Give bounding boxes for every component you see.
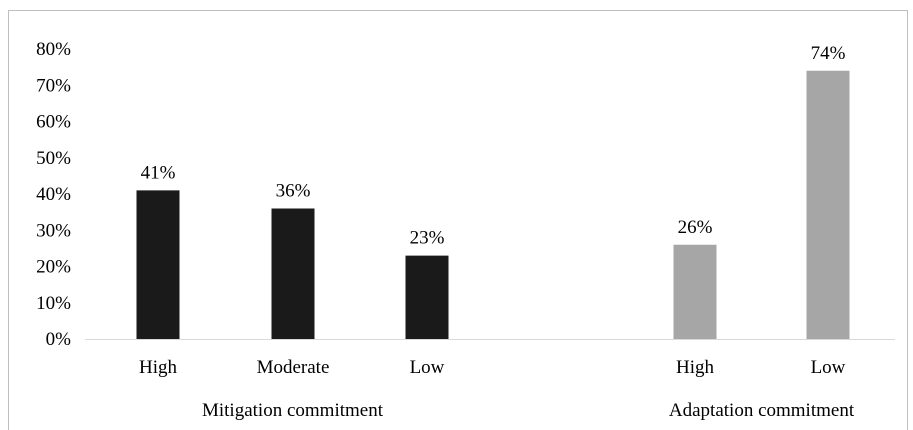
y-tick-label: 40% [36,184,71,205]
category-label: High [139,357,178,378]
group-label: Adaptation commitment [669,400,855,421]
bar-0-0 [136,190,180,339]
y-tick-label: 30% [36,220,71,241]
data-label: 41% [141,162,176,183]
data-label: 26% [678,217,713,238]
category-label: Moderate [257,357,330,378]
bar-1-0 [673,244,717,339]
bars: 41% 36% 23% 26% 74% [136,43,850,339]
chart-frame [8,10,908,430]
y-tick-label: 70% [36,75,71,96]
data-label: 74% [811,43,846,64]
category-labels: High Moderate Low High Low [139,357,846,378]
y-tick-label: 60% [36,112,71,133]
category-label: High [676,357,715,378]
group-labels: Mitigation commitment Adaptation commitme… [202,400,855,421]
y-tick-label: 80% [36,39,71,60]
bar-1-1 [806,70,850,339]
bar-0-1 [271,208,315,339]
y-axis: 0% 10% 20% 30% 40% 50% 60% 70% 80% [36,39,71,350]
y-tick-label: 10% [36,293,71,314]
group-label: Mitigation commitment [202,400,384,421]
data-label: 36% [276,181,311,202]
bar-chart: 0% 10% 20% 30% 40% 50% 60% 70% 80% 41% 36% 23% 26% 7… [36,39,895,421]
category-label: Low [811,357,846,378]
category-label: Low [410,357,445,378]
data-label: 23% [410,228,445,249]
y-tick-label: 0% [46,329,72,350]
y-tick-label: 20% [36,257,71,278]
bar-0-2 [405,255,449,339]
y-tick-label: 50% [36,148,71,169]
